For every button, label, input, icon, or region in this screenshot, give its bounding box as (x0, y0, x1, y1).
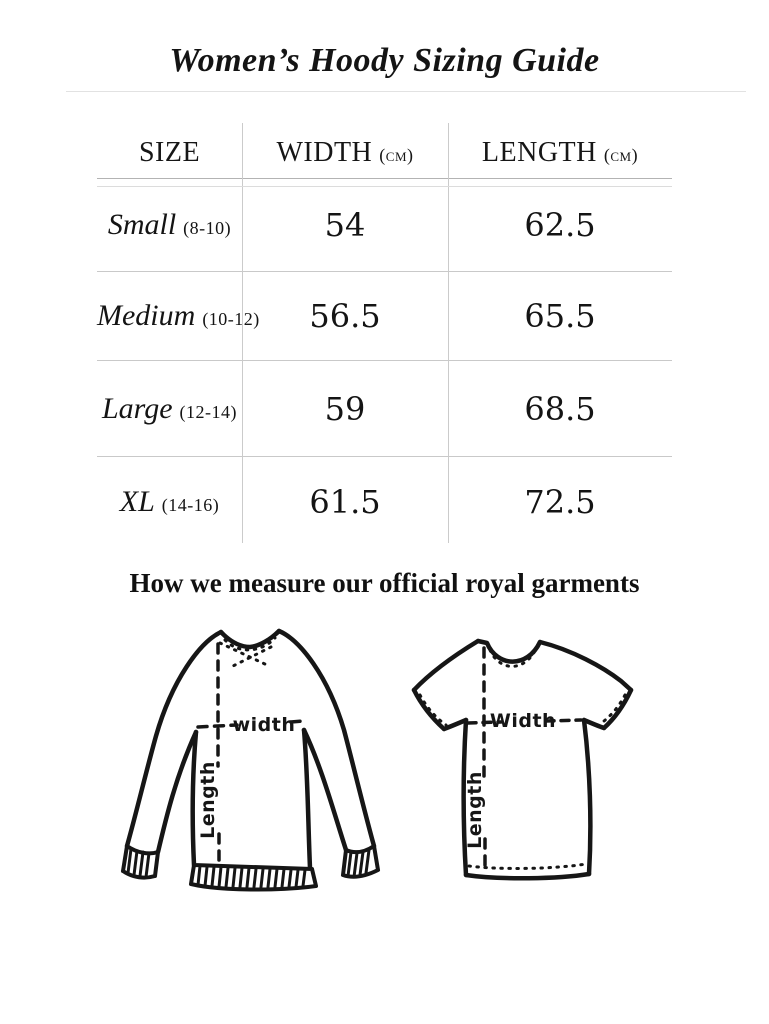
hoody-illustration: width Length (121, 628, 380, 892)
measure-heading: How we measure our official royal garmen… (129, 568, 640, 598)
tshirt-body-right (581, 717, 593, 877)
column-header-size-label: SIZE (138, 137, 201, 168)
sweater-length-label: Length (197, 761, 219, 839)
tshirt-hem (463, 871, 592, 881)
tshirt-illustration: Width Length (411, 638, 634, 881)
sweater-right-cuff (341, 844, 380, 879)
size-range: (12-14) (179, 401, 238, 422)
column-divider-1 (242, 123, 243, 543)
column-header-width-unit: (cm) (379, 145, 414, 165)
size-cell: Large (12-14) (97, 392, 242, 426)
sweater-hem-band (189, 863, 318, 892)
size-cell: Small (8-10) (97, 208, 242, 242)
size-name: XL (119, 485, 155, 518)
column-divider-2 (448, 123, 449, 543)
size-name: Small (107, 208, 177, 241)
title-divider (66, 91, 746, 92)
sweater-right-sleeve-outer (276, 628, 377, 849)
sweater-body-left (190, 729, 199, 868)
table-row: Small (8-10) 54 62.5 (97, 179, 672, 272)
size-table: SIZE WIDTH (cm) LENGTH (cm) Small (8-10) … (97, 123, 672, 543)
size-cell: XL (14-16) (97, 485, 242, 519)
width-value: 56.5 (309, 297, 381, 335)
page-title: Women’s Hoody Sizing Guide (169, 42, 600, 79)
sweater-hem-ribbing (196, 864, 307, 889)
column-header-length: LENGTH (cm) (448, 123, 672, 178)
size-range: (10-12) (202, 309, 260, 329)
column-header-length-unit: (cm) (603, 145, 639, 165)
size-range: (14-16) (161, 495, 220, 515)
table-row: Large (12-14) 59 68.5 (97, 361, 672, 457)
width-value: 61.5 (309, 483, 381, 521)
length-value: 62.5 (524, 206, 596, 244)
width-value: 59 (324, 389, 366, 428)
sweater-length-line (216, 642, 221, 867)
header-double-rule (97, 186, 672, 187)
sweater-left-sleeve-outer (124, 629, 224, 849)
tshirt-left-sleeve-outer (411, 638, 481, 693)
sweater-width-label: width (233, 714, 296, 736)
column-header-width-label: WIDTH (276, 137, 373, 168)
length-value: 68.5 (524, 389, 596, 428)
size-name: Large (101, 391, 173, 425)
column-header-width: WIDTH (cm) (242, 123, 448, 178)
tshirt-body-left (461, 717, 469, 878)
sweater-right-sleeve-inner (301, 727, 349, 853)
tshirt-length-line (482, 646, 487, 871)
tshirt-width-label: Width (490, 710, 556, 732)
size-range: (8-10) (183, 218, 232, 238)
tshirt-left-sleeve-end (411, 687, 447, 732)
sweater-left-sleeve-inner (155, 729, 199, 855)
table-header-row: SIZE WIDTH (cm) LENGTH (cm) (97, 123, 672, 179)
width-value: 54 (324, 206, 366, 244)
table-row: XL (14-16) 61.5 72.5 (97, 457, 672, 547)
tshirt-hem-stitching (467, 862, 588, 870)
tshirt-length-label: Length (464, 771, 486, 849)
length-value: 65.5 (524, 297, 596, 335)
sweater-body-right (301, 727, 313, 871)
size-name: Medium (97, 299, 196, 332)
tshirt-right-shoulder (537, 639, 634, 693)
column-header-length-label: LENGTH (481, 137, 597, 168)
sweater-right-cuff-ribbing (346, 848, 371, 879)
sweater-neck-cross-stitch (218, 641, 273, 670)
tshirt-right-sleeve-end (601, 687, 634, 731)
sweater-left-cuff-ribbing (126, 847, 151, 879)
table-row: Medium (10-12) 56.5 65.5 (97, 272, 672, 361)
sweater-neckline (218, 628, 282, 650)
size-cell: Medium (10-12) (97, 299, 259, 333)
length-value: 72.5 (524, 483, 596, 521)
sweater-width-line (196, 719, 305, 729)
column-header-size: SIZE (97, 123, 242, 178)
